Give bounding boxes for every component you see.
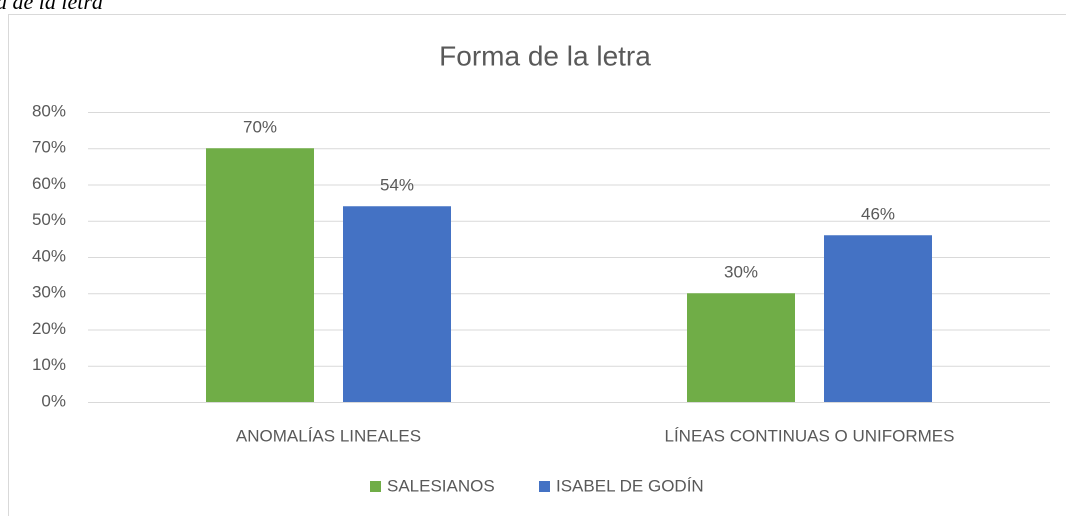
bar	[206, 148, 314, 402]
chart-title: Forma de la letra	[439, 40, 651, 71]
y-tick-label: 20%	[32, 319, 66, 338]
y-tick-label: 0%	[41, 391, 66, 410]
x-tick-label: LÍNEAS CONTINUAS O UNIFORMES	[665, 426, 955, 445]
bar	[687, 293, 795, 402]
y-tick-label: 10%	[32, 355, 66, 374]
data-label: 30%	[724, 263, 758, 282]
legend-label: SALESIANOS	[387, 476, 495, 495]
y-tick-label: 60%	[32, 174, 66, 193]
legend-label: ISABEL DE GODÍN	[556, 476, 704, 495]
data-label: 70%	[243, 118, 277, 137]
y-tick-label: 30%	[32, 283, 66, 302]
caption: a de la letra	[0, 0, 103, 14]
data-label: 46%	[861, 205, 895, 224]
legend-swatch	[370, 481, 381, 492]
bar	[824, 235, 932, 402]
data-label: 54%	[380, 176, 414, 195]
x-tick-label: ANOMALÍAS LINEALES	[236, 426, 421, 445]
y-tick-label: 80%	[32, 101, 66, 120]
y-tick-label: 40%	[32, 246, 66, 265]
y-tick-label: 70%	[32, 138, 66, 157]
y-tick-label: 50%	[32, 210, 66, 229]
legend-swatch	[539, 481, 550, 492]
bar	[343, 206, 451, 402]
